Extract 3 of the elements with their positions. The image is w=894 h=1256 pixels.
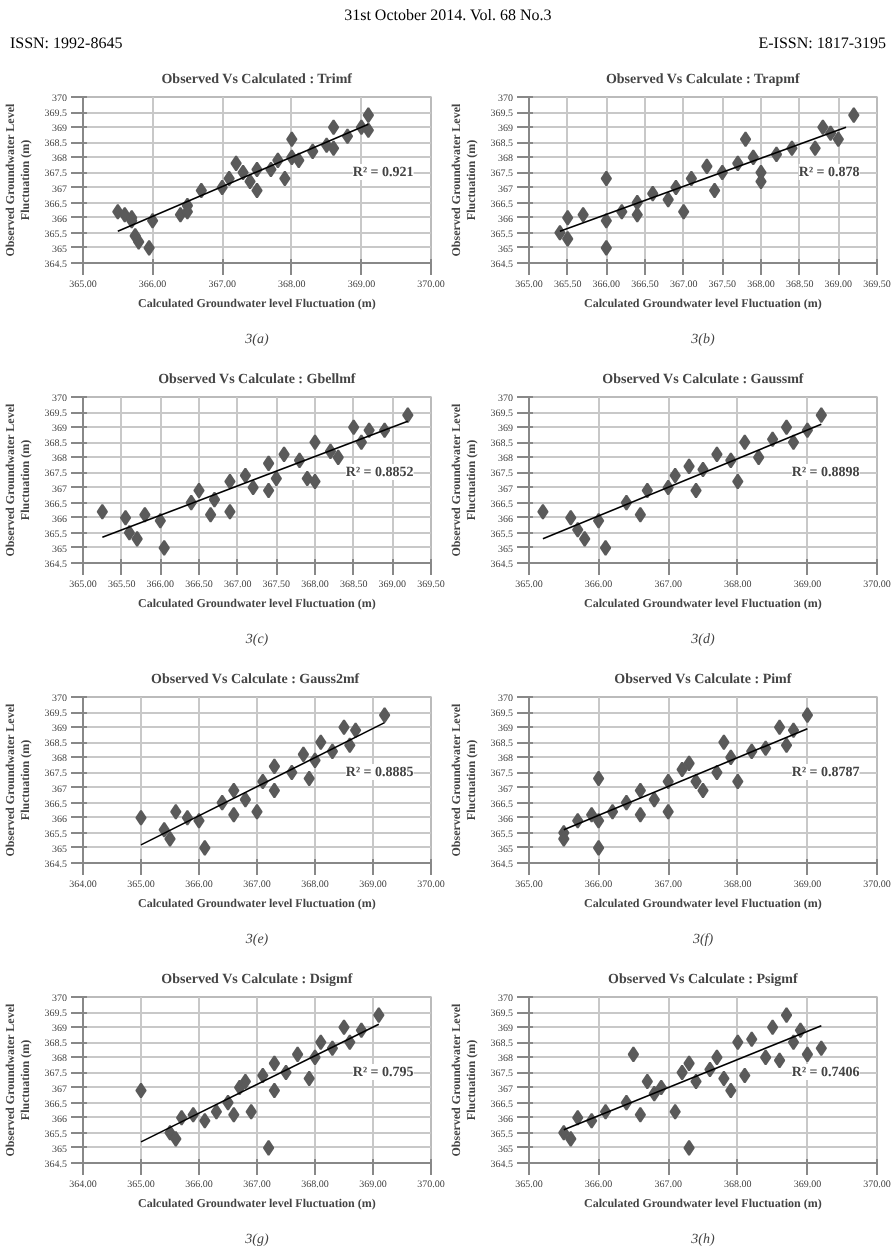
text: ISSN: 1992-8645 xyxy=(9,34,123,52)
text: 31st October 2014. Vol. 68 No.3 xyxy=(344,6,552,24)
text: E-ISSN: 1817-3195 xyxy=(758,34,887,52)
